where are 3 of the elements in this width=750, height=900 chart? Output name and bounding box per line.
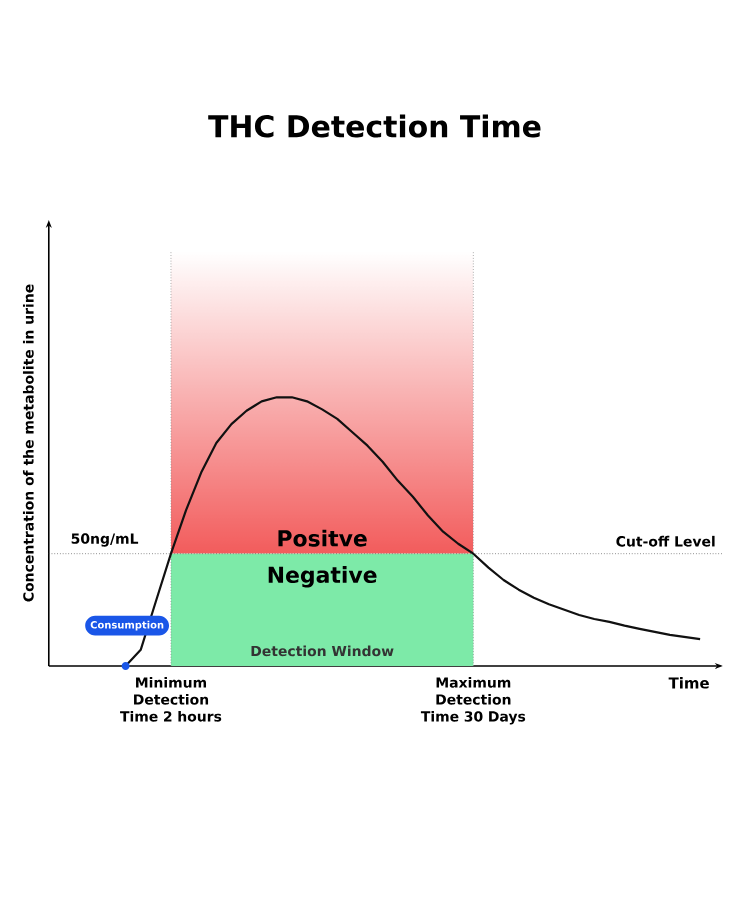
band-label: Positve <box>278 529 367 547</box>
band-label: Negative <box>268 566 377 588</box>
chart-title: THC Detection Time <box>208 114 541 138</box>
